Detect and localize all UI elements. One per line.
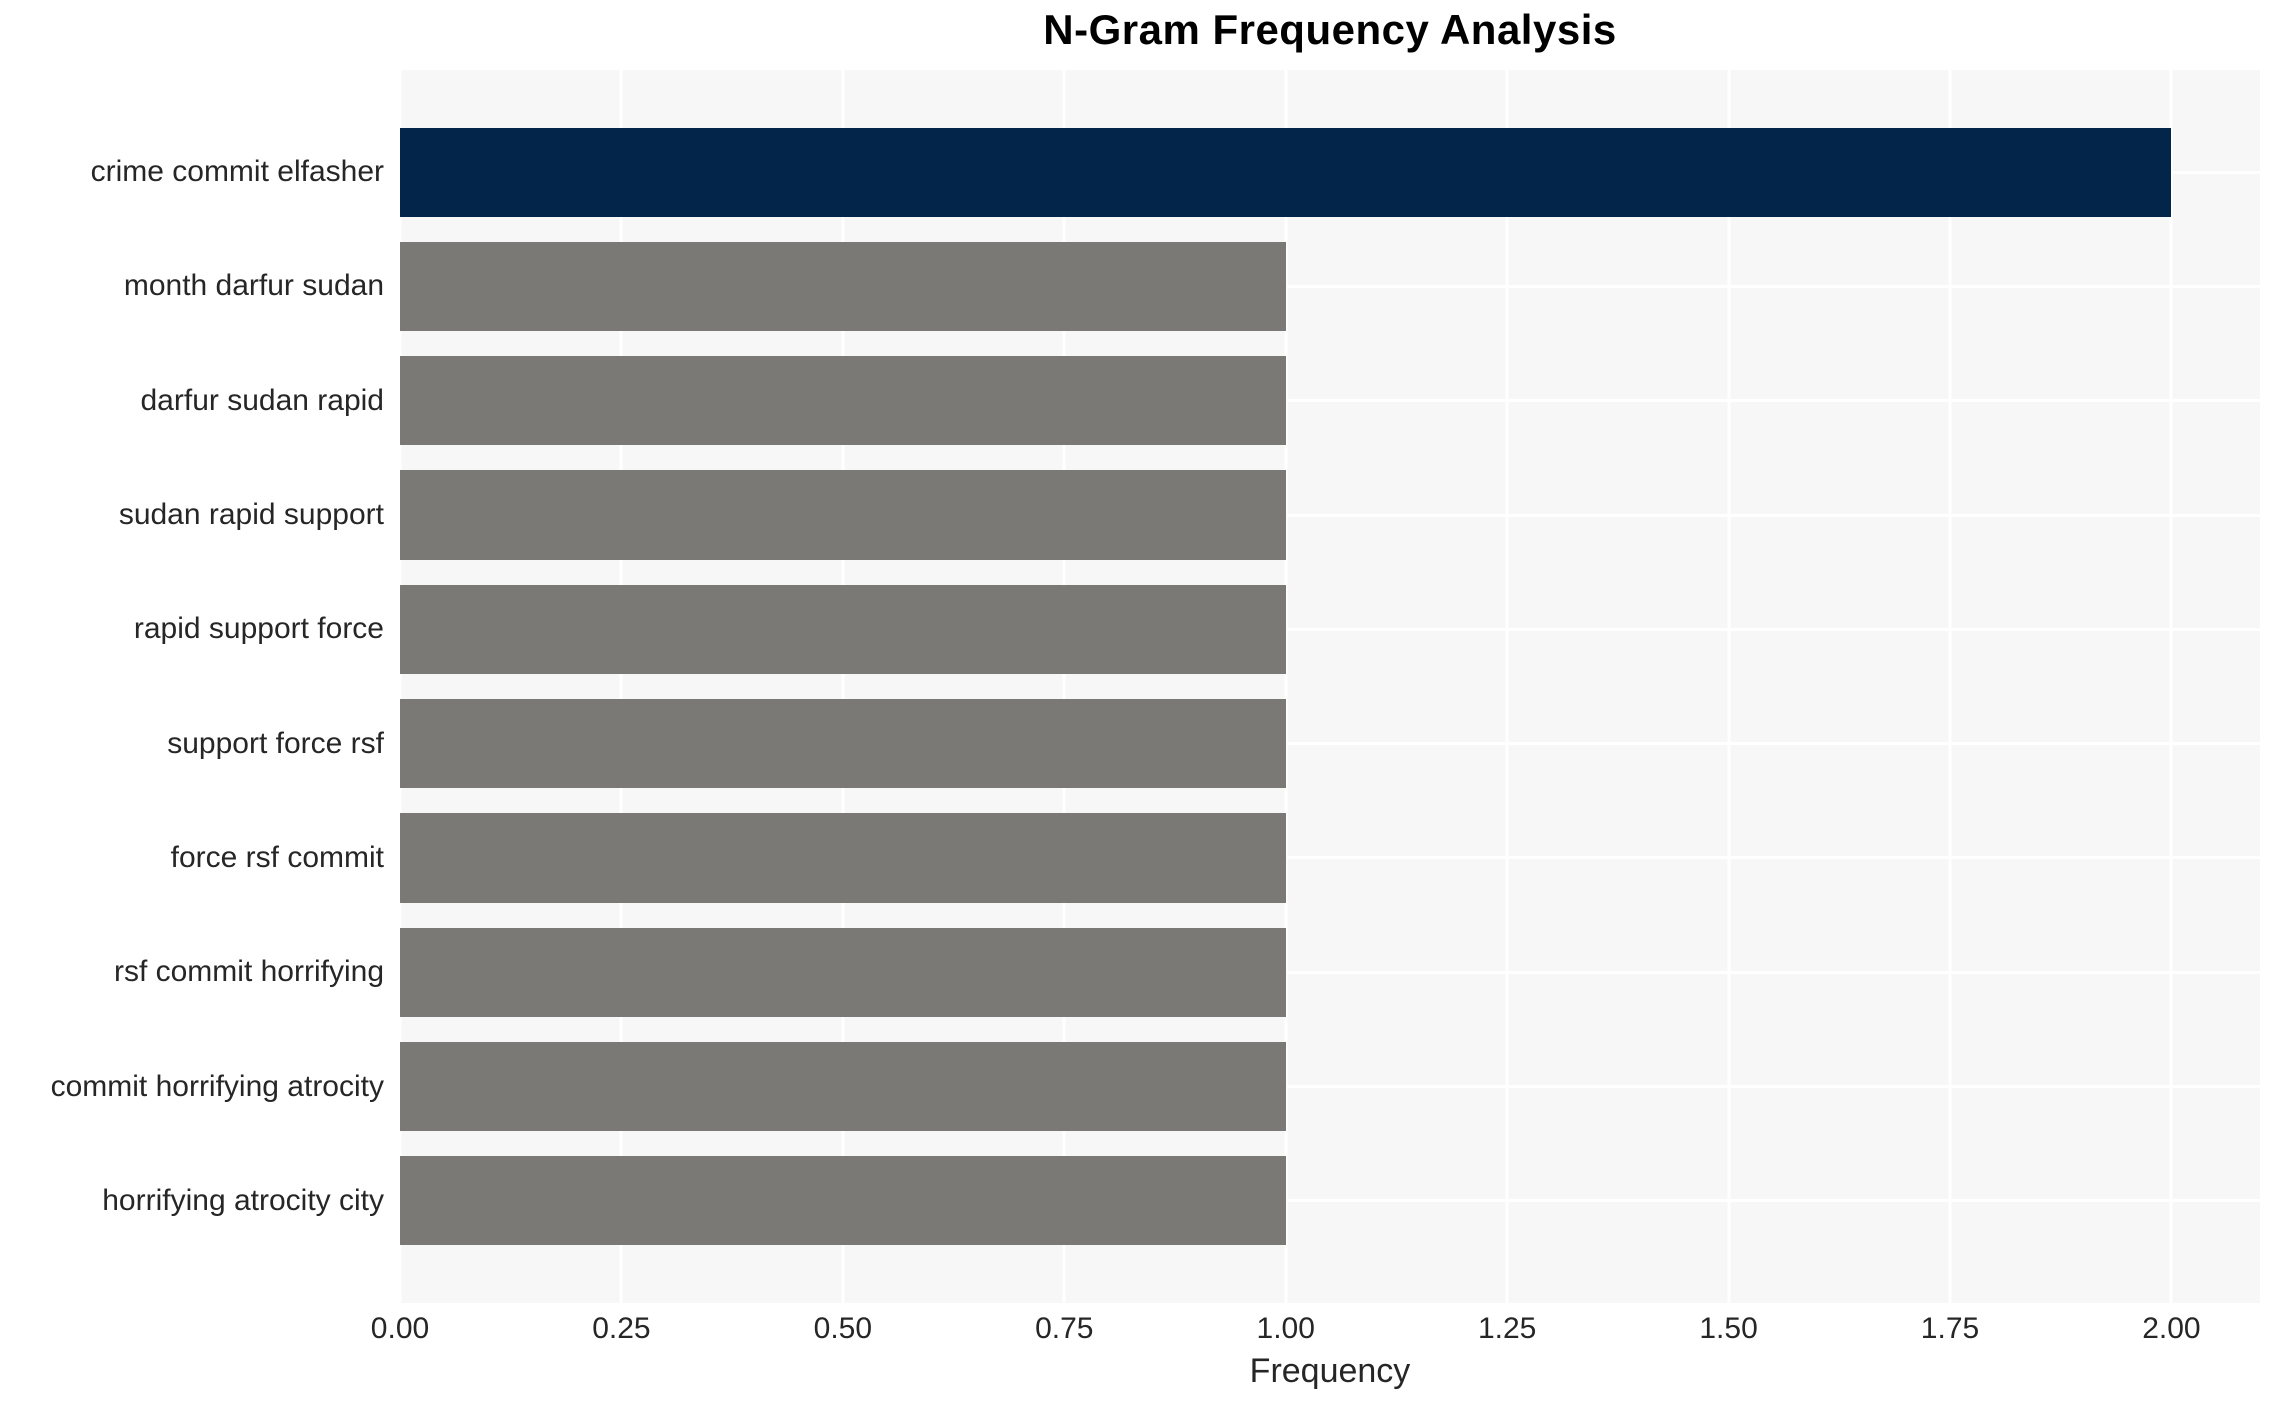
y-label-row: crime commit elfasher — [0, 115, 384, 229]
x-tick-label: 2.00 — [2142, 1312, 2201, 1345]
bar-commit-horrifying-atrocity — [400, 1041, 1286, 1132]
bar-row — [400, 572, 2260, 686]
bar-row — [400, 801, 2260, 915]
y-label-row: rapid support force — [0, 572, 384, 686]
horizontal-gridline — [400, 742, 2260, 746]
vertical-gridline — [398, 70, 402, 1303]
bar-row — [400, 229, 2260, 343]
bar-horrifying-atrocity-city — [400, 1156, 1286, 1246]
horizontal-gridline — [400, 399, 2260, 403]
bar-row — [400, 458, 2260, 572]
y-label-row: commit horrifying atrocity — [0, 1029, 384, 1143]
y-tick-label: force rsf commit — [170, 840, 384, 874]
y-label-row: support force rsf — [0, 686, 384, 800]
vertical-gridline — [619, 70, 623, 1303]
plot-area — [398, 70, 2260, 1303]
y-tick-label: rsf commit horrifying — [113, 955, 384, 989]
y-label-row: sudan rapid support — [0, 458, 384, 572]
horizontal-gridline — [400, 1085, 2260, 1089]
x-tick-label: 0.00 — [370, 1312, 430, 1345]
y-tick-label: month darfur sudan — [123, 269, 384, 303]
x-tick-label: 0.75 — [1035, 1312, 1094, 1345]
bar-row — [400, 115, 2260, 229]
horizontal-gridline — [400, 856, 2260, 860]
y-tick-label: horrifying atrocity city — [102, 1183, 384, 1217]
bar-crime-commit-elfasher — [400, 127, 2172, 217]
horizontal-gridline — [400, 970, 2260, 974]
bar-row — [400, 1029, 2260, 1143]
bar-force-rsf-commit — [400, 813, 1286, 903]
y-label-row: rsf commit horrifying — [0, 915, 384, 1029]
y-axis-labels: crime commit elfasher month darfur sudan d… — [0, 70, 384, 1303]
y-tick-label: commit horrifying atrocity — [50, 1069, 384, 1103]
chart-title: N-Gram Frequency Analysis — [1043, 6, 1617, 53]
bar-rsf-commit-horrifying — [400, 927, 1286, 1017]
x-tick-label: 0.50 — [813, 1312, 873, 1345]
bar-rapid-support-force — [400, 584, 1286, 674]
vertical-gridline — [2169, 70, 2173, 1303]
bar-sudan-rapid-support — [400, 470, 1286, 560]
x-tick-label: 1.00 — [1256, 1312, 1315, 1345]
bar-row — [400, 344, 2260, 458]
x-tick-label: 1.75 — [1920, 1312, 1980, 1345]
vertical-gridline — [841, 70, 845, 1303]
bar-row — [400, 915, 2260, 1029]
vertical-gridline — [1062, 70, 1066, 1303]
x-axis-title: Frequency — [1249, 1352, 1411, 1390]
vertical-gridline — [1284, 70, 1288, 1303]
bar-rows — [400, 70, 2260, 1303]
y-tick-label: crime commit elfasher — [90, 155, 384, 189]
y-tick-label: darfur sudan rapid — [140, 383, 385, 417]
y-tick-label: rapid support force — [133, 612, 384, 646]
y-label-row: month darfur sudan — [0, 229, 384, 343]
y-label-row: darfur sudan rapid — [0, 344, 385, 458]
vertical-gridline — [1727, 70, 1731, 1303]
bar-darfur-sudan-rapid — [400, 356, 1286, 446]
y-label-row: force rsf commit — [0, 801, 384, 915]
y-tick-label: support force rsf — [167, 726, 384, 760]
horizontal-gridline — [400, 1199, 2260, 1203]
horizontal-gridline — [400, 513, 2260, 517]
horizontal-gridline — [400, 284, 2260, 288]
vertical-gridline — [1948, 70, 1952, 1303]
x-tick-label: 0.25 — [592, 1312, 651, 1345]
bar-month-darfur-sudan — [400, 241, 1286, 332]
bar-row — [400, 686, 2260, 800]
x-tick-label: 1.50 — [1699, 1312, 1758, 1345]
bar-row — [400, 1144, 2260, 1258]
y-tick-label: sudan rapid support — [118, 498, 384, 532]
x-axis-ticks: 0.00 0.25 0.50 0.75 1.00 1.25 1.50 1.75 2.00 — [371, 1312, 2260, 1352]
vertical-gridline — [1505, 70, 1509, 1303]
x-tick-label: 1.25 — [1477, 1312, 1537, 1345]
horizontal-gridline — [400, 627, 2260, 631]
y-label-row: horrifying atrocity city — [0, 1144, 384, 1258]
bar-support-force-rsf — [400, 699, 1286, 789]
